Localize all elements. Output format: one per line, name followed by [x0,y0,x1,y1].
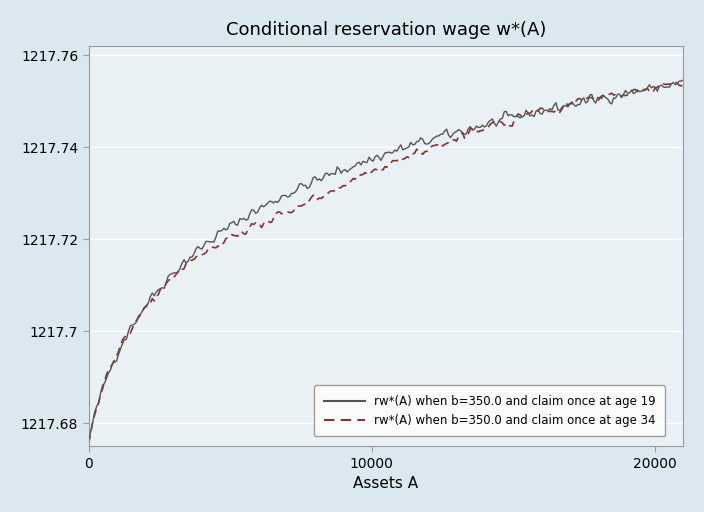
Title: Conditional reservation wage w*(A): Conditional reservation wage w*(A) [226,21,546,39]
X-axis label: Assets A: Assets A [353,476,418,491]
Legend: rw*(A) when b=350.0 and claim once at age 19, rw*(A) when b=350.0 and claim once: rw*(A) when b=350.0 and claim once at ag… [314,386,665,436]
